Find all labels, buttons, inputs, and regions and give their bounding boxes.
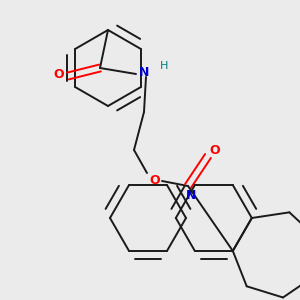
- Text: O: O: [150, 173, 160, 187]
- Text: N: N: [186, 189, 196, 202]
- Text: H: H: [160, 61, 168, 71]
- Text: N: N: [139, 67, 149, 80]
- Text: O: O: [54, 68, 64, 82]
- Text: O: O: [210, 145, 220, 158]
